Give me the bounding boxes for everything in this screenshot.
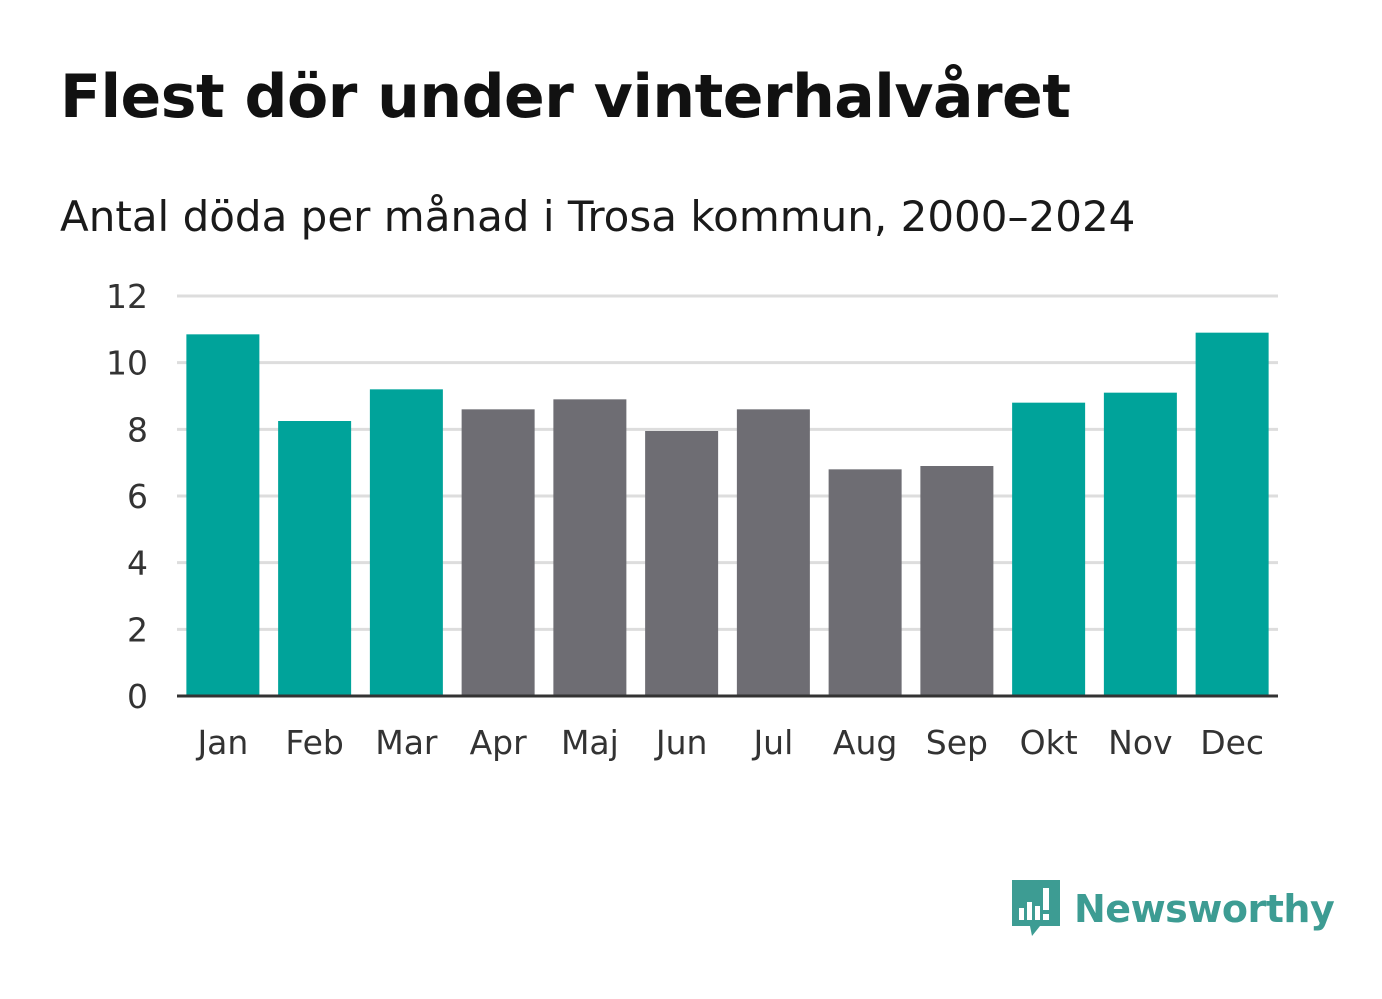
y-tick-label: 4 [127,544,148,583]
chart-title: Flest dör under vinterhalvåret [60,62,1071,132]
x-tick-label: Maj [561,723,619,762]
bars [186,332,1269,696]
x-tick-label: Jun [654,723,708,762]
x-tick-label: Jul [751,723,793,762]
bar-mar [369,389,443,696]
y-tick-label: 12 [106,277,148,316]
x-tick-label: Mar [375,723,438,762]
bar-apr [461,409,535,696]
bar-okt [1012,402,1086,696]
y-tick-label: 2 [127,610,148,649]
x-tick-label: Nov [1108,723,1172,762]
newsworthy-logo-icon [1012,880,1060,936]
y-tick-label: 0 [127,677,148,716]
bar-feb [278,421,352,696]
x-axis-ticks: Jan Feb Mar Apr Maj Jun Jul Aug Sep Okt Nov Dec [195,723,1264,762]
y-tick-label: 8 [127,410,148,449]
x-tick-label: Okt [1020,723,1078,762]
bar-jun [645,431,719,696]
bar-sep [920,466,994,696]
x-tick-label: Sep [926,723,988,762]
bar-maj [553,399,627,696]
x-tick-label: Apr [470,723,528,762]
y-axis-ticks: 0 2 4 6 8 10 12 [106,277,148,716]
newsworthy-logo: Newsworthy [1010,878,1335,940]
brand-name: Newsworthy [1074,887,1335,931]
y-tick-label: 10 [106,344,148,383]
x-tick-label: Dec [1200,723,1264,762]
y-tick-label: 6 [127,477,148,516]
chart-subtitle: Antal döda per månad i Trosa kommun, 200… [60,192,1136,241]
x-tick-label: Feb [285,723,343,762]
bar-jul [736,409,810,696]
bar-nov [1103,392,1177,696]
x-tick-label: Aug [833,723,897,762]
x-tick-label: Jan [195,723,248,762]
bar-aug [828,469,902,696]
bar-dec [1195,332,1269,696]
bar-jan [186,334,260,696]
gridlines [177,294,1278,631]
